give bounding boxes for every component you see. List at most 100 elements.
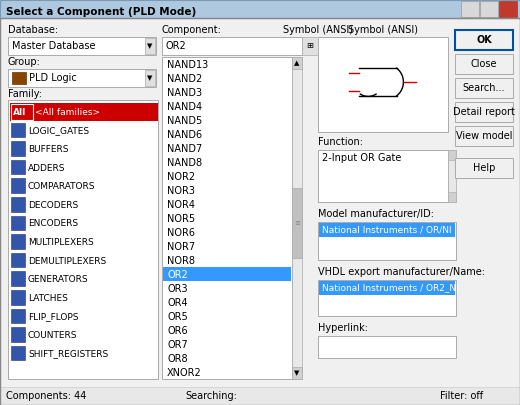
Bar	[292, 367, 302, 379]
Bar	[319, 223, 455, 237]
Bar	[455, 102, 513, 122]
Text: All: All	[13, 108, 26, 117]
Bar	[162, 57, 292, 379]
Bar	[318, 37, 448, 132]
Text: NOR2: NOR2	[167, 172, 195, 182]
Bar	[11, 197, 25, 211]
Bar	[448, 150, 456, 202]
Text: NOR5: NOR5	[167, 214, 195, 224]
Text: DECODERS: DECODERS	[28, 201, 78, 210]
Bar	[499, 1, 517, 17]
Bar	[455, 78, 513, 98]
Text: ▲: ▲	[294, 60, 300, 66]
Text: OR7: OR7	[167, 340, 188, 350]
Bar	[455, 54, 513, 74]
Text: Symbol (ANSI): Symbol (ANSI)	[283, 25, 353, 35]
Bar	[480, 1, 498, 17]
Text: OR3: OR3	[167, 284, 188, 294]
Text: Function:: Function:	[318, 137, 363, 147]
Text: MULTIPLEXERS: MULTIPLEXERS	[28, 238, 94, 247]
Bar	[11, 346, 25, 360]
Bar	[12, 72, 26, 84]
Text: Close: Close	[471, 59, 497, 69]
Bar	[11, 271, 25, 286]
Text: DEMULTIPLEXERS: DEMULTIPLEXERS	[28, 257, 106, 266]
Bar	[318, 280, 456, 316]
Text: NAND7: NAND7	[167, 144, 202, 154]
Text: ─: ─	[467, 4, 473, 13]
Text: SHIFT_REGISTERS: SHIFT_REGISTERS	[28, 350, 108, 358]
Text: NOR6: NOR6	[167, 228, 195, 238]
Text: NOR4: NOR4	[167, 200, 195, 210]
Text: Family:: Family:	[8, 89, 42, 99]
Text: ENCODERS: ENCODERS	[28, 220, 78, 228]
Bar	[0, 0, 520, 18]
Bar	[302, 37, 318, 55]
Text: ADDERS: ADDERS	[28, 164, 66, 173]
Text: PLD Logic: PLD Logic	[29, 73, 77, 83]
Text: 2-Input OR Gate: 2-Input OR Gate	[322, 153, 401, 163]
Text: OR2: OR2	[166, 41, 187, 51]
Text: BUFFERS: BUFFERS	[28, 145, 69, 154]
Text: Detail report: Detail report	[453, 107, 515, 117]
Bar	[11, 253, 25, 267]
Text: ⊞: ⊞	[306, 41, 314, 51]
Bar	[461, 1, 479, 17]
Bar	[292, 188, 302, 258]
Bar	[319, 281, 455, 295]
Text: NOR8: NOR8	[167, 256, 195, 266]
Bar	[11, 141, 25, 156]
Bar	[455, 30, 513, 50]
Bar	[318, 150, 448, 202]
Text: COMPARATORS: COMPARATORS	[28, 182, 96, 191]
Text: OR4: OR4	[167, 298, 188, 308]
Text: Searching:: Searching:	[185, 391, 237, 401]
Bar	[11, 234, 25, 249]
Text: NAND2: NAND2	[167, 74, 202, 84]
Text: Components: 44: Components: 44	[6, 391, 86, 401]
Text: Search...: Search...	[463, 83, 505, 93]
Text: OR5: OR5	[167, 312, 188, 322]
Bar	[455, 126, 513, 146]
Bar	[11, 123, 25, 137]
Bar	[11, 178, 25, 193]
Bar	[10, 103, 158, 121]
Bar	[163, 267, 291, 281]
Text: Master Database: Master Database	[12, 41, 96, 51]
Text: LOGIC_GATES: LOGIC_GATES	[28, 126, 89, 135]
Text: Symbol (ANSI): Symbol (ANSI)	[348, 25, 418, 35]
Text: Select a Component (PLD Mode): Select a Component (PLD Mode)	[6, 7, 196, 17]
Text: NAND5: NAND5	[167, 116, 202, 126]
Text: Database:: Database:	[8, 25, 58, 35]
Text: NOR3: NOR3	[167, 186, 195, 196]
Bar	[8, 69, 156, 87]
Text: □: □	[485, 4, 493, 13]
Text: LATCHES: LATCHES	[28, 294, 68, 303]
Text: OR8: OR8	[167, 354, 188, 364]
Bar	[8, 37, 156, 55]
Text: Filter: off: Filter: off	[440, 391, 483, 401]
Bar	[455, 158, 513, 178]
Bar	[145, 38, 155, 54]
Bar	[11, 290, 25, 305]
Bar	[145, 70, 155, 86]
Bar	[448, 150, 456, 160]
Bar	[318, 336, 456, 358]
Bar	[292, 57, 302, 69]
Text: NAND3: NAND3	[167, 88, 202, 98]
Text: VHDL export manufacturer/Name:: VHDL export manufacturer/Name:	[318, 267, 485, 277]
Text: Component:: Component:	[162, 25, 222, 35]
Bar	[162, 37, 302, 55]
Text: <All families>: <All families>	[35, 108, 100, 117]
Text: Hyperlink:: Hyperlink:	[318, 323, 368, 333]
Bar	[292, 57, 302, 379]
Text: OR6: OR6	[167, 326, 188, 336]
Text: FLIP_FLOPS: FLIP_FLOPS	[28, 312, 79, 322]
Text: OK: OK	[476, 35, 492, 45]
Text: National Instruments / OR/NI: National Instruments / OR/NI	[322, 226, 452, 234]
Text: NAND8: NAND8	[167, 158, 202, 168]
Text: NAND4: NAND4	[167, 102, 202, 112]
Text: XNOR2: XNOR2	[167, 368, 202, 378]
Bar	[11, 309, 25, 323]
Text: ▼: ▼	[147, 75, 153, 81]
